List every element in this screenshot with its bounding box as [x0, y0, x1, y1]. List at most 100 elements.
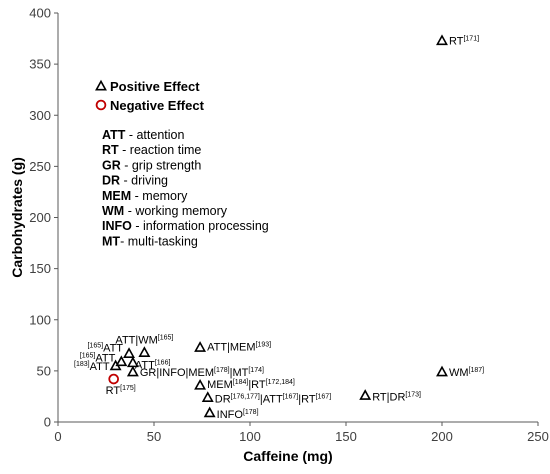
abbreviation-line: RT - reaction time: [102, 143, 201, 157]
abbreviation-line: ATT - attention: [102, 128, 184, 142]
point-label-ref: [178]: [243, 409, 259, 416]
x-tick-label: 100: [239, 429, 261, 444]
abbreviation-description: - reaction time: [119, 143, 202, 157]
abbreviation-description: - attention: [125, 128, 184, 142]
abbreviation-key: MT: [102, 234, 120, 248]
point-label-text: RT|DR: [372, 391, 405, 403]
abbreviation-key: GR: [102, 158, 121, 172]
abbreviation-line: INFO - information processing: [102, 219, 269, 233]
legend-positive-marker: [95, 79, 107, 91]
positive-effect-marker: [436, 365, 448, 377]
y-tick-label: 200: [29, 210, 51, 225]
positive-effect-marker: [201, 391, 214, 402]
positive-effect-marker: [359, 389, 372, 400]
point-label-ref: [174]: [248, 367, 264, 374]
point-label-text: DR: [215, 393, 231, 405]
point-label-ref: [167]: [316, 393, 332, 400]
point-label-ref: [175]: [120, 385, 136, 392]
point-label: [165]ATT: [80, 353, 116, 365]
y-tick-label: 250: [29, 159, 51, 174]
x-tick-label: 50: [147, 429, 161, 444]
positive-effect-marker: [126, 365, 139, 377]
y-tick-label: 400: [29, 6, 51, 21]
y-axis-title: Carbohydrates (g): [9, 157, 25, 278]
point-label-ref: [176,177]: [231, 393, 260, 400]
point-label-text: MEM: [207, 379, 233, 391]
point-label-ref: [165]: [87, 342, 103, 349]
point-label: ATT[166]: [135, 360, 171, 372]
x-axis-title: Caffeine (mg): [243, 448, 332, 464]
positive-effect-marker: [194, 341, 207, 352]
positive-effect-marker: [203, 406, 216, 418]
point-label-text: |ATT: [260, 393, 283, 405]
point-label-text: GR|INFO|MEM: [140, 367, 214, 379]
point-label-text: |MT: [230, 367, 249, 379]
point-label-text: INFO: [217, 409, 244, 421]
point-label-ref: [193]: [256, 341, 272, 348]
point-label-text: ATT: [90, 361, 110, 373]
point-label-text: ATT: [135, 360, 155, 372]
abbreviation-key: RT: [102, 143, 119, 157]
point-label: ATT|MEM[193]: [207, 341, 271, 353]
positive-effect-marker: [138, 346, 151, 357]
point-label-ref: [183]: [74, 361, 90, 368]
x-tick-label: 250: [527, 429, 549, 444]
point-label-text: ATT|WM: [115, 334, 157, 346]
point-label-ref: [187]: [469, 367, 485, 374]
x-tick-label: 150: [335, 429, 357, 444]
abbreviation-key: ATT: [102, 128, 126, 142]
abbreviation-description: - driving: [120, 174, 168, 188]
abbreviation-line: GR - grip strength: [102, 158, 201, 172]
point-label-text: WM: [449, 367, 469, 379]
legend-negative-label: Negative Effect: [110, 98, 205, 113]
x-tick-label: 200: [431, 429, 453, 444]
positive-effect-marker: [194, 378, 207, 390]
positive-effect-marker: [436, 34, 448, 46]
abbreviation-line: WM - working memory: [102, 204, 228, 218]
y-tick-label: 100: [29, 312, 51, 327]
abbreviation-description: - memory: [131, 189, 188, 203]
point-label: DR[176,177]|ATT[167]|RT[167]: [215, 393, 331, 405]
point-label-text: RT: [106, 385, 121, 397]
abbreviation-description: - information processing: [132, 219, 269, 233]
point-label-ref: [165]: [80, 353, 96, 360]
point-label: MEM[184]|RT[172,184]: [207, 379, 295, 391]
point-label-ref: [172,184]: [266, 379, 295, 386]
y-tick-label: 300: [29, 108, 51, 123]
abbreviation-line: DR - driving: [102, 174, 168, 188]
positive-effect-marker: [123, 347, 135, 358]
point-label: [183]ATT: [74, 361, 110, 373]
abbreviation-key: DR: [102, 174, 120, 188]
point-label: RT[175]: [106, 385, 136, 397]
abbreviation-key: MEM: [102, 189, 131, 203]
point-label-text: |RT: [248, 379, 266, 391]
point-label: GR|INFO|MEM[178]|MT[174]: [140, 367, 264, 379]
point-label-ref: [178]: [214, 367, 230, 374]
point-label-text: RT: [449, 36, 464, 48]
abbreviation-key: WM: [102, 204, 124, 218]
abbreviation-line: MT- multi-tasking: [102, 234, 198, 248]
point-label-text: ATT|MEM: [207, 341, 255, 353]
legend-positive-label: Positive Effect: [110, 79, 200, 94]
point-label: RT[171]: [449, 36, 479, 48]
y-tick-label: 350: [29, 57, 51, 72]
legend-negative-marker: [95, 99, 107, 111]
y-tick-label: 50: [37, 363, 51, 378]
point-label: INFO[178]: [217, 409, 259, 421]
point-label-ref: [167]: [283, 393, 299, 400]
y-tick-label: 0: [44, 415, 51, 430]
abbreviation-key: INFO: [102, 219, 132, 233]
point-label-ref: [166]: [155, 360, 171, 367]
point-label: [165]ATT: [87, 342, 123, 354]
point-label: WM[187]: [449, 367, 484, 379]
x-tick-label: 0: [54, 429, 61, 444]
negative-effect-marker: [108, 373, 119, 385]
positive-effect-marker: [115, 355, 128, 367]
point-label: ATT|WM[165]: [115, 334, 173, 346]
abbreviation-description: - grip strength: [121, 158, 202, 172]
y-tick-label: 150: [29, 261, 51, 276]
abbreviation-description: - multi-tasking: [120, 234, 198, 248]
point-label-ref: [171]: [463, 36, 479, 43]
